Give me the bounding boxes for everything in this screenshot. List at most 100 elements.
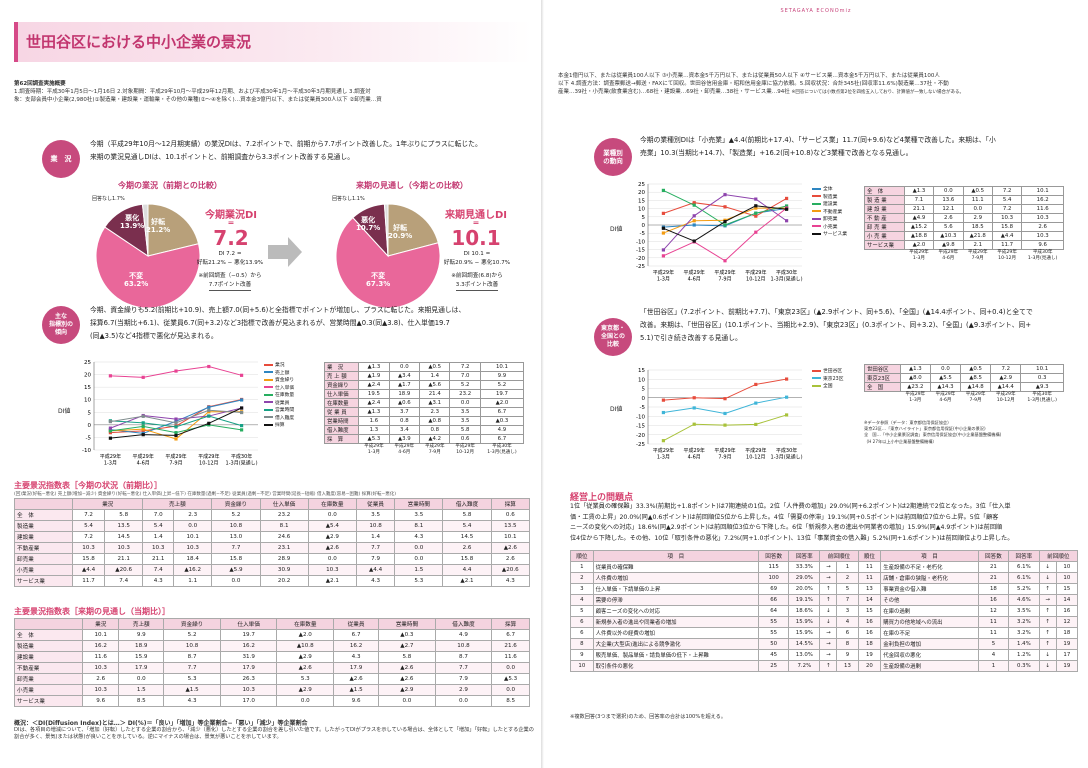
table-cell: 2.6 xyxy=(1021,222,1064,232)
series-point-建設業 xyxy=(754,211,758,215)
table-cell: 平成29年 10-12月 xyxy=(997,250,1017,261)
table-cell: ▲4.4 xyxy=(355,564,396,576)
table-cell: 1.2% xyxy=(1008,649,1040,661)
x-tick-label: 10-12月 xyxy=(746,277,766,283)
survey-line1: 1.調査時期：平成30年1月5日〜1月16日 2.対象期間：平成29年10月〜平… xyxy=(14,89,371,95)
running-header: SETAGAYA ECONOmiz xyxy=(780,8,852,14)
series-point-借入難度 xyxy=(141,414,145,418)
table-cell: 5 xyxy=(836,583,859,595)
hikaku-text: 「世田谷区」(7.2ポイント、前期比+7.7)、「東京23区」(▲2.9ポイント… xyxy=(640,308,1033,342)
table-cell: 不動産業 xyxy=(13,662,84,674)
table-header: 回答率 xyxy=(788,550,821,562)
series-point-売上額 xyxy=(207,405,211,409)
table-cell: 10.3 xyxy=(82,684,120,696)
legend-item-製造業: 製造業 xyxy=(812,194,847,202)
table-header: 在庫数量 xyxy=(276,618,335,630)
series-point-従業員 xyxy=(108,426,112,430)
series-point-小売業 xyxy=(754,230,758,234)
table-cell: その他 xyxy=(880,594,979,606)
region-table: 世田谷区 ▲1.3 0.0 ▲0.5 7.2 10.1 東京23区 ▲8.0 ▲5.5 ▲8.5 ▲… xyxy=(864,364,1064,403)
table-header: 順位 xyxy=(857,550,882,562)
pie-next-title: 来期の見通し（今期との比較） xyxy=(356,181,468,190)
table-header: 回答数 xyxy=(977,550,1010,562)
table-cell xyxy=(865,250,905,262)
series-point-営業時間 xyxy=(174,425,178,429)
indicator-chart: -10-50510152025平成29年1-3月平成29年4-6月平成29年7-… xyxy=(82,360,258,467)
y-tick-label: 0 xyxy=(88,423,92,429)
legend-item-小売業: 小売業 xyxy=(812,224,847,232)
table-cell: 12 xyxy=(977,605,1010,617)
table-cell: 平成29年 4-6月 xyxy=(394,444,415,455)
x-tick-label: 平成29年 xyxy=(198,453,219,460)
table-cell: 21.1 xyxy=(104,553,144,565)
table-cell: 10.1 xyxy=(479,362,525,372)
table-cell: 0.6 xyxy=(449,434,481,444)
table-cell: 45 xyxy=(757,649,790,661)
x-tick-label: 平成29年 xyxy=(100,453,121,460)
series-point-仕入単価 xyxy=(141,375,145,379)
series-point-建設業 xyxy=(785,204,789,208)
series-point-東京23区 xyxy=(692,406,696,410)
table-cell: 全 国 xyxy=(864,382,901,392)
table-cell: 世田谷区 xyxy=(864,364,901,374)
table-row: 卸売業 2.6 0.0 5.3 26.3 5.3 ▲2.6 ▲2.6 7.9 ▲5.3 xyxy=(13,673,530,685)
table-cell: 2.6 xyxy=(933,213,964,223)
tbl-next-title: 主要景況指数表［来期の見通し（当期比）］ xyxy=(14,607,170,616)
table-cell: 4.3 xyxy=(394,531,444,543)
series-point-小売業 xyxy=(661,254,665,258)
table-cell: 11.7 xyxy=(72,575,106,587)
series-point-営業時間 xyxy=(141,421,145,425)
table-row: 全 体 10.1 9.9 5.2 19.7 ▲2.0 6.7 ▲0.3 4.9 6.7 xyxy=(13,629,530,641)
table-cell: 100 xyxy=(757,572,790,584)
table-cell: 人件費以外の経費の増加 xyxy=(592,627,759,639)
table-cell: 28.9 xyxy=(259,553,309,565)
legend-label: 東京23区 xyxy=(823,376,844,382)
legend-item-東京23区: 東京23区 xyxy=(812,376,844,384)
y-tick-label: 20 xyxy=(84,373,91,379)
legend-swatch xyxy=(812,377,821,379)
table-cell: 2.3 xyxy=(173,509,213,521)
tbl-now-sub: (回)業況(好転−悪化) 売上額(増加−減少) 資金繰り(好転−悪化) 仕入単価… xyxy=(14,492,396,497)
table-cell: 19 xyxy=(1055,638,1079,650)
x-tick-label: 平成29年 xyxy=(745,269,766,276)
table-cell: ▲3.4 xyxy=(388,371,421,381)
table-cell: 0.0 xyxy=(394,553,444,565)
table-cell: 1 xyxy=(570,561,594,573)
series-point-卸売業 xyxy=(692,214,696,218)
table-cell: ↓ xyxy=(1038,660,1057,672)
table-cell: 6.7 xyxy=(491,629,530,641)
table-cell: ▲4.9 xyxy=(903,213,935,223)
legend-swatch xyxy=(264,386,273,388)
table-cell: 16 xyxy=(977,594,1010,606)
series-point-売上額 xyxy=(240,398,244,402)
x-tick-label: 平成29年 xyxy=(745,447,766,454)
table-cell: 13 xyxy=(836,660,859,672)
table-cell: 新規参入者の進出や同業者の増加 xyxy=(592,616,759,628)
table-cell: 1.1 xyxy=(173,575,213,587)
x-tick-label: 1-3月 xyxy=(657,277,670,283)
table-cell: 6.7 xyxy=(479,407,525,417)
table-cell: 10.3 xyxy=(1021,213,1064,223)
series-point-不動産業 xyxy=(661,231,665,235)
table-cell: ↑ xyxy=(1038,627,1057,639)
table-cell: 15.9 xyxy=(118,651,165,663)
series-point-不動産業 xyxy=(692,219,696,223)
table-cell: 18.6% xyxy=(788,605,821,617)
shuyo-text: 今期、資金繰りも5.2(前期比+10.9)、売上額7.0(同+5.6)と全指標で… xyxy=(90,306,466,340)
table-cell: 6 xyxy=(570,616,594,628)
series-point-採算 xyxy=(108,436,112,440)
legend-item-不動産業: 不動産業 xyxy=(812,209,847,217)
table-cell: 店舗・倉庫の狭隘・老朽化 xyxy=(880,572,979,584)
table-cell: 8 xyxy=(836,638,859,650)
table-cell: 6.1% xyxy=(1008,561,1040,573)
table-header xyxy=(13,618,84,630)
table-row: 10 取引条件の悪化 25 7.2% ↑ 13 20 生産設備の過剰 1 0.3% ↓ 19 xyxy=(570,660,1079,672)
survey-outline: 第62回調査実施概要 1.調査時期：平成30年1月5日〜1月16日 2.対象期間… xyxy=(14,80,534,104)
table-header: 前回順位 xyxy=(819,550,859,562)
legend-item-世田谷区: 世田谷区 xyxy=(812,368,844,376)
table-cell: 18.5 xyxy=(962,222,993,232)
table-cell: 15 xyxy=(1055,583,1079,595)
table-row: 売 上 額 ▲1.9 ▲3.4 1.4 7.0 9.9 xyxy=(323,371,525,381)
table-cell: 3 xyxy=(570,583,594,595)
table-header: 在庫数量 xyxy=(307,498,357,510)
